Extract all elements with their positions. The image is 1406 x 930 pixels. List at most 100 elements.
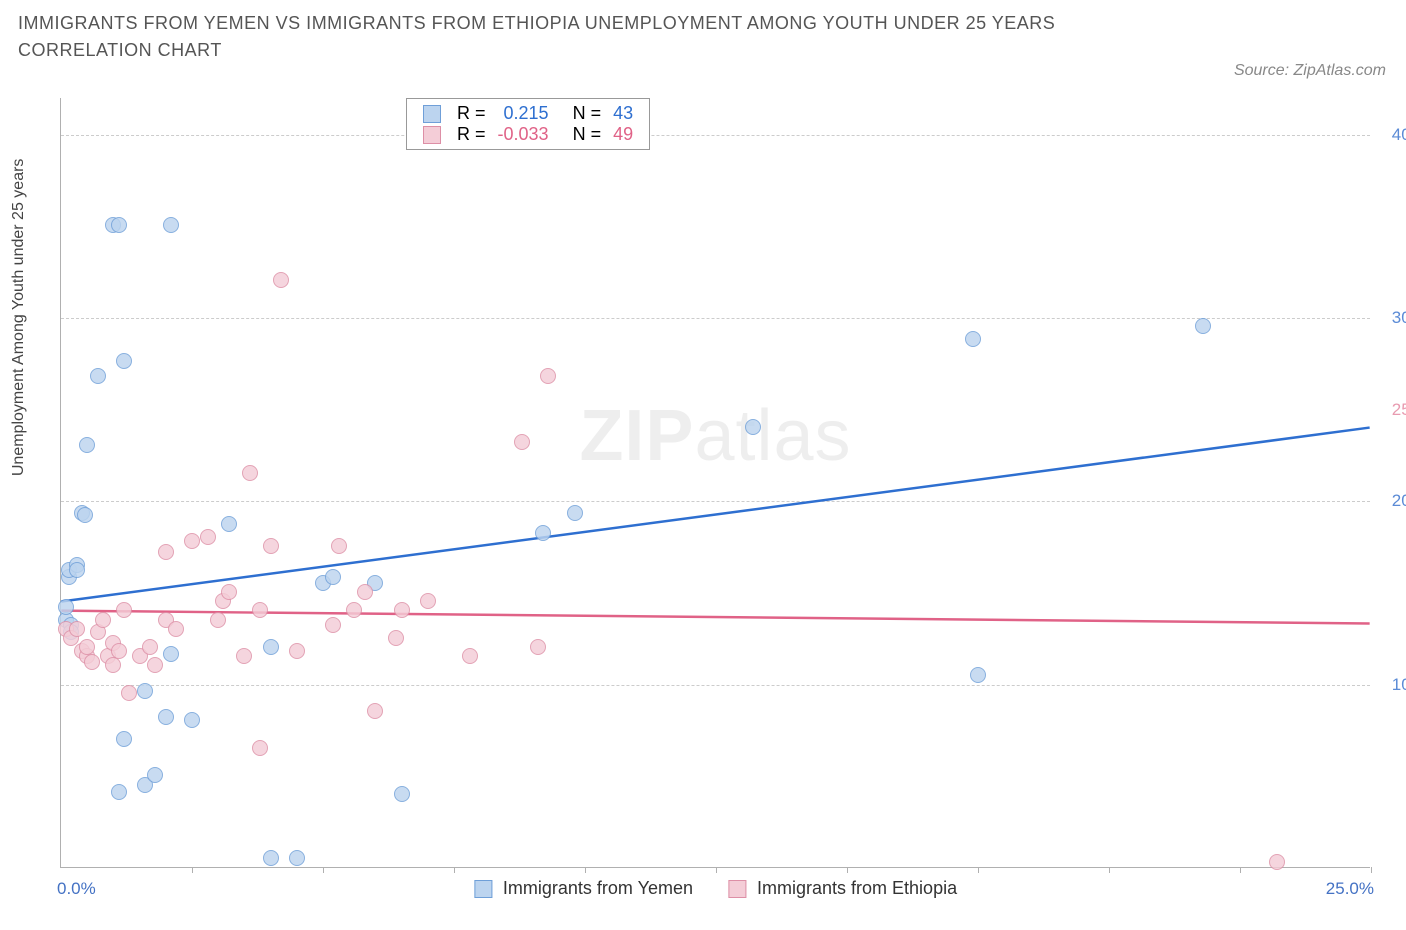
data-point-ethiopia	[158, 544, 174, 560]
data-point-ethiopia	[530, 639, 546, 655]
data-point-ethiopia	[95, 612, 111, 628]
data-point-ethiopia	[116, 602, 132, 618]
y-tick-label: 20.0%	[1380, 491, 1406, 511]
chart-plot-area: ZIPatlas Unemployment Among Youth under …	[60, 98, 1370, 868]
n-label-ethiopia: N =	[567, 124, 608, 145]
y-tick-label: 30.0%	[1380, 308, 1406, 328]
data-point-yemen	[970, 667, 986, 683]
legend-item-yemen: Immigrants from Yemen	[474, 878, 698, 898]
x-tick	[1371, 867, 1372, 873]
data-point-yemen	[163, 217, 179, 233]
data-point-yemen	[394, 786, 410, 802]
data-point-ethiopia	[514, 434, 530, 450]
data-point-ethiopia	[367, 703, 383, 719]
data-point-yemen	[116, 731, 132, 747]
data-point-yemen	[111, 784, 127, 800]
data-point-ethiopia	[1269, 854, 1285, 870]
r-label-ethiopia: R =	[451, 124, 492, 145]
legend-swatch-ethiopia	[728, 880, 746, 898]
data-point-ethiopia	[121, 685, 137, 701]
data-point-ethiopia	[69, 621, 85, 637]
data-point-ethiopia	[388, 630, 404, 646]
x-tick	[978, 867, 979, 873]
data-point-yemen	[111, 217, 127, 233]
data-point-yemen	[147, 767, 163, 783]
data-point-yemen	[163, 646, 179, 662]
x-tick	[1240, 867, 1241, 873]
y-tick-label: 40.0%	[1380, 125, 1406, 145]
data-point-ethiopia	[273, 272, 289, 288]
y-tick-label: 25.0%	[1380, 400, 1406, 420]
r-value-yemen: 0.215	[492, 103, 555, 124]
data-point-ethiopia	[105, 657, 121, 673]
data-point-yemen	[289, 850, 305, 866]
data-point-yemen	[116, 353, 132, 369]
data-point-yemen	[137, 683, 153, 699]
data-point-ethiopia	[420, 593, 436, 609]
data-point-yemen	[325, 569, 341, 585]
data-point-ethiopia	[289, 643, 305, 659]
source-credit: Source: ZipAtlas.com	[1234, 62, 1386, 80]
r-value-ethiopia: -0.033	[492, 124, 555, 145]
data-point-yemen	[221, 516, 237, 532]
data-point-ethiopia	[346, 602, 362, 618]
data-point-ethiopia	[263, 538, 279, 554]
swatch-ethiopia	[423, 126, 441, 144]
data-point-yemen	[745, 419, 761, 435]
legend-label-yemen: Immigrants from Yemen	[503, 878, 693, 898]
data-point-yemen	[77, 507, 93, 523]
trend-line-yemen	[61, 428, 1369, 602]
x-tick	[847, 867, 848, 873]
data-point-ethiopia	[210, 612, 226, 628]
x-tick	[585, 867, 586, 873]
stats-legend: R = 0.215 N = 43 R = -0.033 N = 49	[406, 98, 650, 150]
x-tick	[716, 867, 717, 873]
data-point-ethiopia	[242, 465, 258, 481]
x-tick	[454, 867, 455, 873]
data-point-ethiopia	[79, 639, 95, 655]
data-point-yemen	[79, 437, 95, 453]
legend-swatch-yemen	[474, 880, 492, 898]
x-axis-end-label: 25.0%	[1326, 879, 1374, 899]
n-value-yemen: 43	[607, 103, 639, 124]
data-point-ethiopia	[84, 654, 100, 670]
x-tick	[192, 867, 193, 873]
y-axis-title: Unemployment Among Youth under 25 years	[10, 158, 28, 476]
x-tick	[323, 867, 324, 873]
data-point-ethiopia	[147, 657, 163, 673]
data-point-ethiopia	[252, 740, 268, 756]
data-point-yemen	[90, 368, 106, 384]
data-point-yemen	[535, 525, 551, 541]
data-point-yemen	[184, 712, 200, 728]
data-point-yemen	[158, 709, 174, 725]
swatch-yemen	[423, 105, 441, 123]
data-point-ethiopia	[331, 538, 347, 554]
data-point-ethiopia	[111, 643, 127, 659]
data-point-ethiopia	[236, 648, 252, 664]
data-point-yemen	[567, 505, 583, 521]
data-point-yemen	[58, 599, 74, 615]
data-point-ethiopia	[252, 602, 268, 618]
n-label-yemen: N =	[567, 103, 608, 124]
data-point-ethiopia	[200, 529, 216, 545]
n-value-ethiopia: 49	[607, 124, 639, 145]
stats-row-ethiopia: R = -0.033 N = 49	[417, 124, 639, 145]
data-point-ethiopia	[357, 584, 373, 600]
data-point-ethiopia	[168, 621, 184, 637]
chart-title: IMMIGRANTS FROM YEMEN VS IMMIGRANTS FROM…	[18, 10, 1118, 64]
data-point-yemen	[263, 850, 279, 866]
data-point-ethiopia	[462, 648, 478, 664]
data-point-ethiopia	[142, 639, 158, 655]
data-point-ethiopia	[325, 617, 341, 633]
data-point-yemen	[69, 562, 85, 578]
data-point-ethiopia	[221, 584, 237, 600]
data-point-ethiopia	[540, 368, 556, 384]
legend-label-ethiopia: Immigrants from Ethiopia	[757, 878, 957, 898]
series-legend: Immigrants from Yemen Immigrants from Et…	[474, 878, 957, 899]
x-axis-start-label: 0.0%	[57, 879, 96, 899]
y-tick-label: 10.0%	[1380, 675, 1406, 695]
legend-item-ethiopia: Immigrants from Ethiopia	[698, 878, 957, 898]
r-label-yemen: R =	[451, 103, 492, 124]
data-point-yemen	[1195, 318, 1211, 334]
data-point-ethiopia	[184, 533, 200, 549]
